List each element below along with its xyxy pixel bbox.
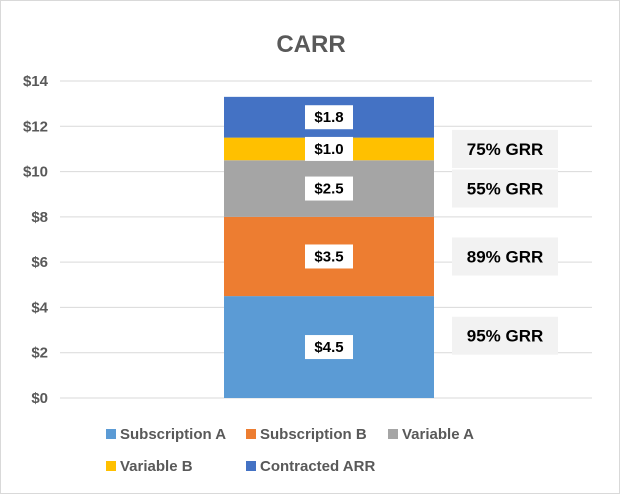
legend-swatch <box>106 429 116 439</box>
y-tick-label: $4 <box>31 299 48 316</box>
data-label-box <box>305 335 353 360</box>
data-label-box <box>305 176 353 201</box>
legend-swatch <box>246 461 256 471</box>
legend-label: Subscription A <box>120 426 226 443</box>
data-label-box <box>305 105 353 130</box>
data-label: $3.5 <box>314 248 343 265</box>
annotation-box <box>452 237 558 276</box>
grr-annotation: 75% GRR <box>467 140 544 159</box>
y-tick-label: $2 <box>31 345 48 362</box>
data-label: $2.5 <box>314 181 343 198</box>
legend-swatch <box>388 429 398 439</box>
y-tick-label: $0 <box>31 390 48 407</box>
data-label-box <box>305 244 353 269</box>
grr-annotations: 75% GRR 55% GRR 89% GRR 95% GRR <box>452 129 558 355</box>
legend-label: Variable B <box>120 458 193 475</box>
legend-label: Subscription B <box>260 426 367 443</box>
data-labels: $4.5 $3.5 $2.5 $1.0 $1.8 <box>305 105 353 360</box>
data-label: $1.8 <box>314 109 343 126</box>
data-label-box <box>305 136 353 161</box>
y-tick-label: $8 <box>31 209 48 226</box>
grr-annotation: 55% GRR <box>467 180 544 199</box>
legend-label: Contracted ARR <box>260 458 375 475</box>
grr-annotation: 95% GRR <box>467 327 544 346</box>
legend: Subscription A Subscription B Variable A Va… <box>106 426 474 475</box>
y-tick-label: $10 <box>23 164 48 181</box>
annotation-box <box>452 169 558 208</box>
annotation-box <box>452 316 558 355</box>
chart-title: CARR <box>276 31 345 58</box>
data-label: $4.5 <box>314 339 343 356</box>
y-axis: $0 $2 $4 $6 $8 $10 $12 $14 <box>23 73 49 407</box>
data-label: $1.0 <box>314 141 343 158</box>
grr-annotation: 89% GRR <box>467 247 544 266</box>
y-tick-label: $14 <box>23 73 49 90</box>
legend-label: Variable A <box>402 426 474 443</box>
y-tick-label: $6 <box>31 254 48 271</box>
annotation-box <box>452 129 558 168</box>
legend-swatch <box>106 461 116 471</box>
y-tick-label: $12 <box>23 118 48 135</box>
legend-swatch <box>246 429 256 439</box>
